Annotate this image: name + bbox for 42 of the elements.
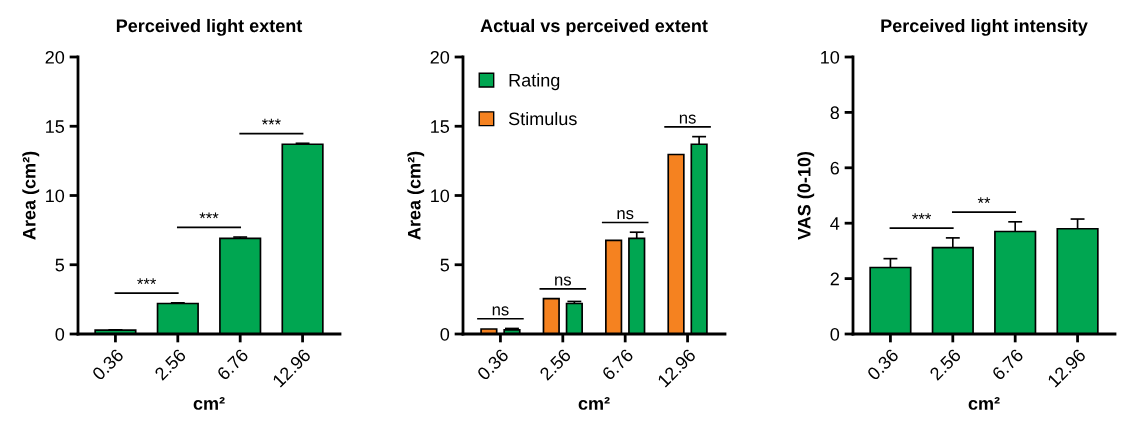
y-tick-label: 10: [821, 50, 840, 64]
x-axis-title: cm²: [193, 397, 225, 410]
annotation: ns: [617, 210, 634, 220]
y-tick-label: 6: [830, 161, 840, 175]
y-tick-label: 8: [830, 106, 840, 120]
y-tick-label: 0: [55, 327, 65, 341]
x-axis-title: cm²: [968, 397, 1000, 410]
x-tick-label: 6.76: [216, 348, 250, 381]
y-tick-label: 4: [830, 217, 840, 230]
y-tick-label: 10: [46, 189, 65, 203]
annotation: ***: [137, 278, 157, 285]
annotation: **: [977, 197, 991, 204]
y-axis-title: VAS (0-10): [797, 151, 815, 240]
annotation: ***: [261, 118, 281, 125]
y-tick-label: 0: [830, 327, 840, 341]
y-tick-label: 2: [830, 272, 839, 286]
chart-title: Perceived light extent: [116, 18, 303, 36]
legend-label: Rating: [509, 73, 560, 91]
y-tick-label: 5: [55, 258, 65, 272]
y-tick-label: 20: [45, 50, 65, 64]
x-tick-label: 6.76: [991, 348, 1025, 381]
annotation: ns: [492, 306, 509, 316]
annotation: ***: [912, 213, 932, 220]
y-tick-label: 15: [46, 120, 65, 133]
y-tick-label: 10: [431, 189, 450, 203]
annotation: ns: [555, 276, 572, 286]
annotation: ***: [199, 212, 219, 219]
y-tick-label: 20: [430, 50, 450, 64]
x-tick-label: 0.36: [476, 348, 510, 381]
y-tick-label: 15: [431, 120, 450, 133]
y-axis-title: Area (cm²): [22, 151, 40, 240]
chart-title: Actual vs perceived extent: [480, 18, 708, 36]
y-axis-title: Area (cm²): [407, 151, 425, 240]
y-tick-label: 5: [440, 258, 450, 272]
x-axis-title: cm²: [578, 397, 610, 410]
annotation: ns: [679, 114, 696, 124]
y-tick-label: 0: [440, 327, 450, 341]
x-tick-label: 0.36: [866, 348, 900, 381]
legend-label: Stimulus: [508, 111, 577, 126]
chart-title: Perceived light intensity: [881, 18, 1088, 36]
x-tick-label: 0.36: [91, 348, 125, 381]
x-tick-label: 6.76: [601, 348, 635, 381]
